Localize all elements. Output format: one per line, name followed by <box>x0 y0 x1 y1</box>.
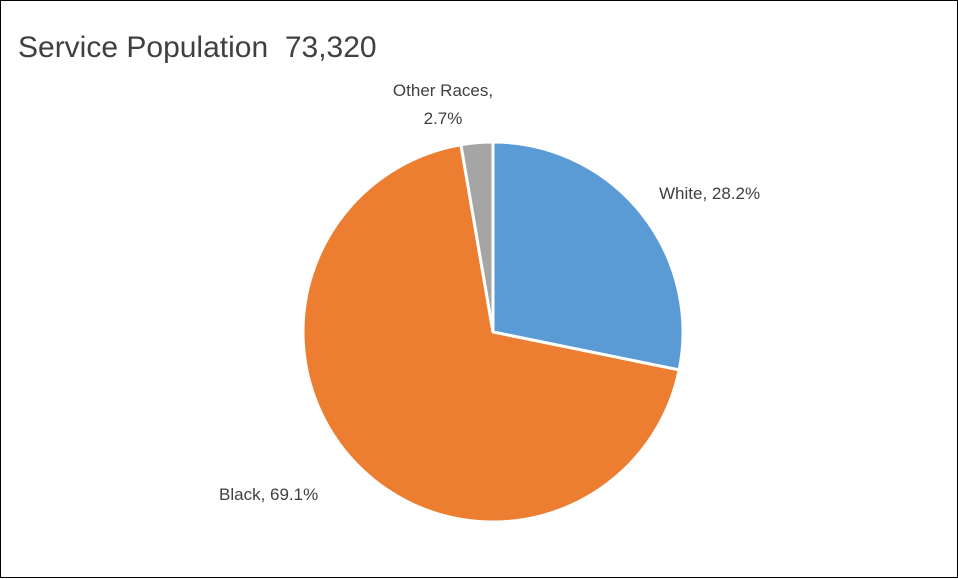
data-label-white: White, 28.2% <box>659 184 760 203</box>
data-label-other-races: Other Races, <box>393 81 493 100</box>
pie-slices <box>301 140 685 524</box>
chart-title: Service Population 73,320 <box>18 31 377 64</box>
data-label-other-races-percent: 2.7% <box>424 109 463 128</box>
data-label-black: Black, 69.1% <box>219 485 318 504</box>
pie-slice-white <box>491 140 685 372</box>
pie-slice-black <box>301 143 681 524</box>
pie-slice-other-races <box>459 140 495 334</box>
